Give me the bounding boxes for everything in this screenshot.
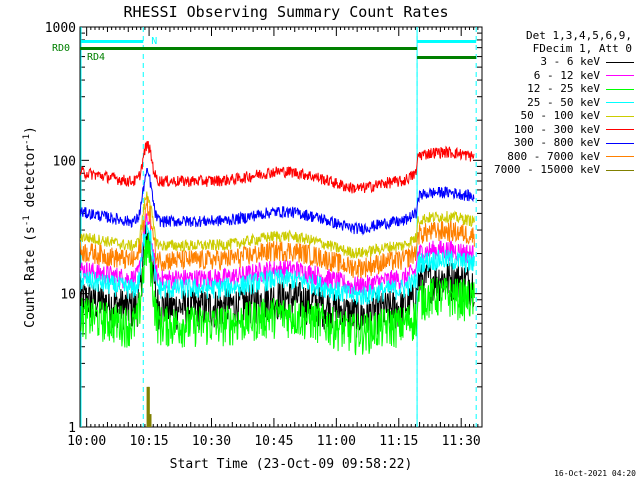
legend-header: FDecim 1, Att 0 [533, 43, 632, 55]
x-tick-label: 10:00 [67, 434, 106, 449]
legend-label: Det 1,3,4,5,6,9, [526, 29, 632, 42]
footer-timestamp: 16-Oct-2021 04:20 [554, 469, 636, 478]
legend-entry: 25 - 50 keV [527, 95, 634, 109]
series-bar-high-energy [146, 386, 149, 427]
x-tick-label: 10:45 [254, 434, 293, 449]
series-bar-high-energy [149, 414, 152, 427]
y-tick-label: 1000 [45, 21, 76, 36]
series-line-6 [79, 168, 475, 236]
legend-header: Det 1,3,4,5,6,9, [526, 30, 632, 42]
legend-swatch [606, 156, 634, 157]
x-tick-label: 11:15 [379, 434, 418, 449]
legend-swatch [606, 75, 634, 76]
legend-entry: 800 - 7000 keV [507, 149, 634, 163]
legend-entry: 6 - 12 keV [533, 68, 634, 82]
legend-label: 300 - 800 keV [513, 136, 600, 149]
legend-entry: 12 - 25 keV [527, 83, 634, 95]
legend-entry: 50 - 100 keV [521, 110, 634, 122]
legend-label: 7000 - 15000 keV [494, 163, 600, 176]
legend-swatch [606, 129, 634, 130]
night-flag-bar [81, 40, 144, 43]
y-tick-label: 100 [53, 154, 76, 169]
legend-label: 3 - 6 keV [540, 55, 600, 68]
x-tick-label: 11:00 [317, 434, 356, 449]
legend-swatch [606, 115, 634, 117]
legend-label: 6 - 12 keV [533, 68, 600, 82]
series-line-1 [79, 213, 475, 296]
rd0-flag-bar [80, 47, 418, 50]
legend-entry: 300 - 800 keV [514, 137, 634, 149]
rd4-flag-label: RD4 [87, 52, 105, 63]
y-axis-label-part: detector [23, 145, 38, 216]
series-line-5 [79, 140, 475, 194]
legend-entry: 3 - 6 keV [540, 56, 634, 68]
x-tick-label: 11:30 [442, 434, 481, 449]
legend-swatch [606, 142, 634, 144]
series-group [79, 140, 475, 356]
y-tick-label: 1 [68, 421, 76, 436]
series-line-3 [79, 221, 475, 305]
legend-label: 800 - 7000 keV [507, 149, 600, 163]
plot-frame [79, 26, 483, 428]
chart-title: RHESSI Observing Summary Count Rates [123, 3, 448, 21]
x-tick-label: 10:30 [192, 434, 231, 449]
legend-swatch [606, 102, 634, 103]
y-axis-label-part: ) [23, 126, 38, 134]
legend-swatch [606, 88, 634, 90]
rd0-flag-label: RD0 [52, 43, 70, 54]
y-tick-label: 10 [60, 288, 76, 303]
legend-swatch [606, 61, 634, 63]
legend-label: FDecim 1, Att 0 [532, 42, 632, 55]
y-axis-label-part: -1 [22, 134, 32, 145]
night-flag-bar [417, 40, 477, 43]
legend-label: 50 - 100 keV [520, 109, 600, 122]
legend-entry: 7000 - 15000 keV [494, 164, 634, 176]
legend-swatch [606, 169, 634, 171]
legend-label: 25 - 50 keV [527, 95, 600, 109]
y-axis-label: Count Rate (s-1 detector-1) [22, 126, 38, 328]
y-axis-label-part: Count Rate (s [23, 226, 38, 328]
legend-label: 100 - 300 keV [513, 122, 600, 136]
night-flag-label: N [151, 36, 157, 47]
x-axis-label: Start Time (23-Oct-09 09:58:22) [170, 457, 413, 472]
legend-entry: 100 - 300 keV [513, 122, 634, 136]
series-line-2 [80, 233, 475, 356]
y-axis-label-part: -1 [22, 215, 32, 226]
legend-label: 12 - 25 keV [527, 82, 600, 95]
series-bar-high-energy [147, 386, 150, 427]
rd4-flag-bar [417, 56, 477, 59]
x-tick-label: 10:15 [130, 434, 169, 449]
series-line-7 [79, 197, 475, 278]
